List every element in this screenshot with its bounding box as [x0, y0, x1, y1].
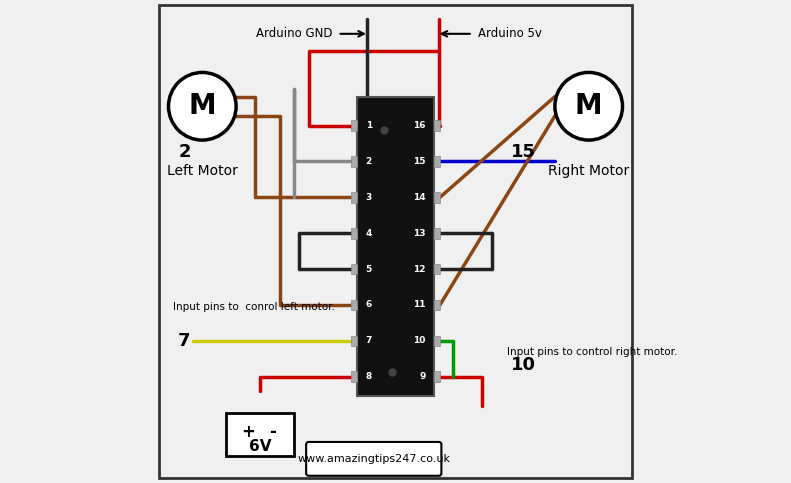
- Bar: [434, 156, 440, 167]
- Text: 16: 16: [413, 121, 426, 130]
- Text: 10: 10: [413, 336, 426, 345]
- Text: 12: 12: [413, 265, 426, 273]
- Text: 13: 13: [413, 229, 426, 238]
- Text: 11: 11: [413, 300, 426, 310]
- Bar: [351, 228, 357, 239]
- Text: 2: 2: [365, 157, 372, 166]
- Text: -: -: [269, 423, 276, 441]
- Bar: [434, 336, 440, 346]
- Text: Right Motor: Right Motor: [548, 164, 630, 178]
- Text: Arduino 5v: Arduino 5v: [478, 28, 542, 40]
- Bar: [434, 371, 440, 382]
- Circle shape: [555, 72, 623, 140]
- FancyBboxPatch shape: [306, 442, 441, 476]
- Text: 15: 15: [512, 142, 536, 161]
- Text: 5: 5: [365, 265, 372, 273]
- Text: 7: 7: [178, 332, 191, 350]
- Text: Arduino GND: Arduino GND: [256, 28, 333, 40]
- Bar: [357, 97, 434, 396]
- Text: 1: 1: [365, 121, 372, 130]
- Bar: [351, 120, 357, 131]
- Bar: [226, 413, 294, 456]
- Text: 15: 15: [413, 157, 426, 166]
- Bar: [434, 228, 440, 239]
- Text: 8: 8: [365, 372, 372, 381]
- Text: 7: 7: [365, 336, 372, 345]
- Text: M: M: [575, 92, 603, 120]
- Bar: [351, 156, 357, 167]
- Text: 4: 4: [365, 229, 372, 238]
- Circle shape: [168, 72, 236, 140]
- Text: +: +: [241, 423, 255, 441]
- Text: 6: 6: [365, 300, 372, 310]
- Bar: [351, 264, 357, 274]
- Text: 14: 14: [413, 193, 426, 202]
- Bar: [351, 336, 357, 346]
- Text: Input pins to  conrol left motor.: Input pins to conrol left motor.: [173, 302, 335, 312]
- Bar: [351, 192, 357, 203]
- Bar: [434, 120, 440, 131]
- Text: 2: 2: [178, 142, 191, 161]
- Bar: [434, 299, 440, 310]
- Text: 9: 9: [419, 372, 426, 381]
- Bar: [434, 192, 440, 203]
- Text: Left Motor: Left Motor: [167, 164, 238, 178]
- Bar: [351, 299, 357, 310]
- Text: www.amazingtips247.co.uk: www.amazingtips247.co.uk: [297, 454, 450, 464]
- Text: 6V: 6V: [249, 439, 271, 455]
- Text: 3: 3: [365, 193, 372, 202]
- Text: Input pins to control right motor.: Input pins to control right motor.: [506, 347, 677, 357]
- Text: 10: 10: [512, 356, 536, 374]
- Bar: [434, 264, 440, 274]
- Text: M: M: [188, 92, 216, 120]
- Bar: [351, 371, 357, 382]
